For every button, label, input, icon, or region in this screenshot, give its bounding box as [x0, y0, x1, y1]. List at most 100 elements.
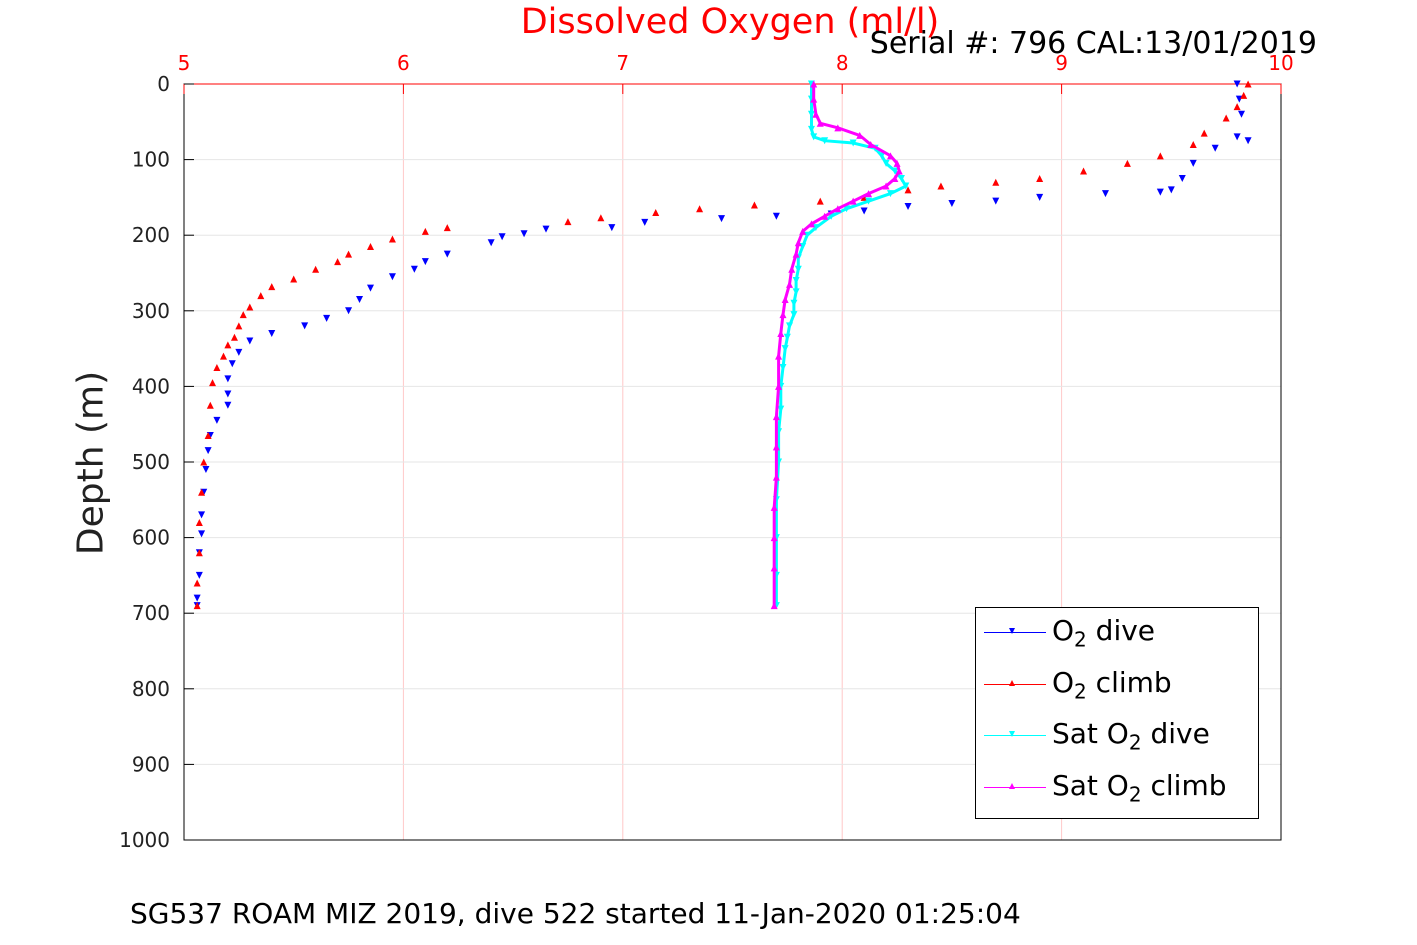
- data-point: [992, 197, 1000, 205]
- data-point: [356, 295, 364, 303]
- data-point: [268, 329, 276, 337]
- data-point: [790, 311, 798, 319]
- data-point: [891, 175, 899, 182]
- legend-label-sat-o2-dive: Sat O2 dive: [1052, 717, 1210, 755]
- data-point: [200, 458, 208, 466]
- data-point: [195, 571, 203, 579]
- data-point: [1240, 91, 1248, 99]
- data-point: [421, 227, 429, 235]
- data-point: [652, 209, 660, 217]
- data-point: [301, 322, 309, 330]
- data-point: [1244, 137, 1252, 145]
- data-point: [1036, 175, 1044, 182]
- data-point: [1156, 188, 1164, 196]
- data-point: [810, 133, 818, 141]
- data-point: [948, 199, 956, 207]
- x-tick-label: 8: [836, 51, 849, 75]
- data-point: [312, 265, 320, 273]
- data-point: [290, 275, 298, 283]
- legend-item-o2-climb: O2 climb: [976, 660, 1258, 710]
- data-point: [224, 341, 232, 349]
- data-point: [821, 137, 829, 145]
- data-point: [235, 348, 243, 356]
- data-point: [886, 152, 894, 160]
- data-point: [937, 182, 945, 190]
- data-point: [865, 190, 873, 198]
- data-point: [834, 205, 842, 213]
- data-point: [1101, 190, 1109, 198]
- data-point: [904, 202, 912, 210]
- data-point: [772, 443, 780, 451]
- data-point: [810, 80, 818, 88]
- data-point: [564, 218, 572, 226]
- data-point: [213, 364, 221, 371]
- triangle-down-icon: [1009, 731, 1015, 737]
- series-o2-climb: [193, 80, 1252, 610]
- data-point: [807, 110, 815, 118]
- data-point: [893, 159, 901, 167]
- data-point: [1036, 193, 1044, 201]
- x-tick-label: 6: [397, 51, 410, 75]
- data-point: [1233, 80, 1241, 88]
- data-point: [193, 602, 201, 610]
- y-tick-label: 800: [132, 677, 170, 701]
- data-point: [772, 212, 780, 220]
- data-point: [1222, 114, 1230, 122]
- data-point: [1211, 144, 1219, 152]
- data-point: [209, 379, 217, 387]
- data-point: [777, 405, 785, 413]
- data-point: [779, 364, 787, 371]
- series-line: [774, 84, 908, 606]
- dive-caption: SG537 ROAM MIZ 2019, dive 522 started 11…: [130, 897, 1021, 930]
- data-point: [783, 333, 791, 341]
- data-point: [770, 503, 778, 511]
- data-point: [239, 311, 247, 319]
- data-point: [246, 303, 254, 311]
- data-point: [498, 233, 506, 241]
- x-tick-label: 9: [1055, 51, 1068, 75]
- data-point: [235, 322, 243, 330]
- data-point: [816, 119, 824, 127]
- data-point: [520, 230, 528, 238]
- data-point: [1080, 167, 1088, 175]
- data-point: [193, 579, 201, 587]
- data-point: [219, 352, 227, 360]
- y-tick-label: 0: [157, 72, 170, 96]
- y-tick-label: 100: [132, 148, 170, 172]
- x-tick-label: 7: [616, 51, 629, 75]
- data-point: [345, 307, 353, 315]
- data-point: [224, 375, 232, 383]
- data-point: [856, 131, 864, 139]
- data-point: [891, 167, 899, 175]
- data-point: [1238, 110, 1246, 118]
- data-point: [816, 197, 824, 205]
- triangle-down-icon: [1009, 628, 1015, 634]
- data-point: [198, 511, 206, 519]
- data-point: [195, 549, 203, 557]
- data-point: [821, 212, 829, 220]
- y-tick-label: 600: [132, 526, 170, 550]
- legend-label-sat-o2-climb: Sat O2 climb: [1052, 769, 1227, 807]
- data-point: [213, 416, 221, 424]
- x-tick-label: 5: [178, 51, 191, 75]
- data-point: [777, 329, 785, 337]
- data-point: [799, 227, 807, 235]
- data-point: [410, 265, 418, 273]
- data-point: [224, 401, 232, 409]
- data-point: [860, 207, 868, 215]
- triangle-up-icon: [1009, 680, 1015, 686]
- data-point: [834, 124, 842, 132]
- series-layer: [193, 80, 1252, 610]
- data-point: [779, 311, 787, 319]
- data-point: [786, 280, 794, 288]
- data-point: [1189, 140, 1197, 148]
- y-tick-label: 200: [132, 223, 170, 247]
- data-point: [443, 250, 451, 258]
- data-point: [904, 186, 912, 194]
- chart-title: Dissolved Oxygen (ml/l): [520, 2, 940, 42]
- data-point: [812, 110, 820, 118]
- data-point: [897, 175, 905, 182]
- legend-line-o2-dive: [984, 632, 1046, 633]
- y-axis-ticks: 0 100 200 300 400 500 600 700 800 900 1000: [119, 72, 194, 852]
- data-point: [750, 201, 758, 209]
